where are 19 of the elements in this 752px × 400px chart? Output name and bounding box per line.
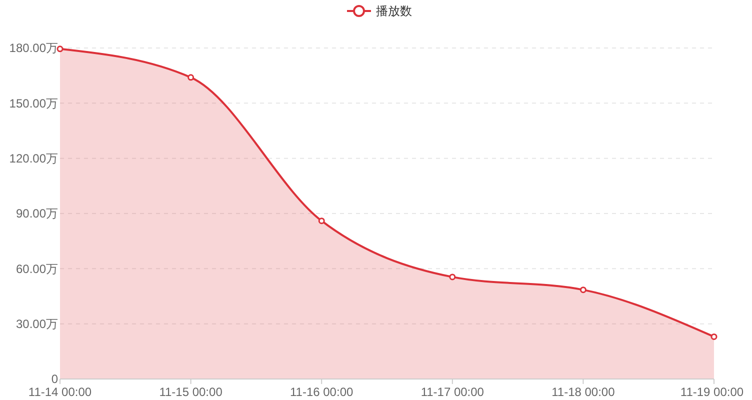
y-tick-label: 150.00万 [9,96,58,110]
x-tick-label: 11-16 00:00 [290,385,354,399]
point [318,218,325,224]
x-tick-label: 11-17 00:00 [420,385,484,399]
x-tick-label: 11-19 00:00 [680,385,744,399]
y-tick-label: 90.00万 [16,206,58,221]
y-tick-label: 180.00万 [9,41,58,56]
y-tick-label: 60.00万 [16,262,58,276]
x-tick-label: 11-18 00:00 [552,385,616,399]
point [580,286,586,294]
x-tick-label: 11-14 00:00 [28,385,92,399]
x-tick-label: 11-15 00:00 [159,385,223,399]
point [449,274,456,280]
y-tick-label: 0 [51,372,58,386]
point [188,74,194,81]
y-tick-label: 120.00万 [9,152,58,166]
y-tick-label: 30.00万 [16,317,58,332]
point [710,333,718,340]
legend-label: 播放数 [376,4,412,18]
